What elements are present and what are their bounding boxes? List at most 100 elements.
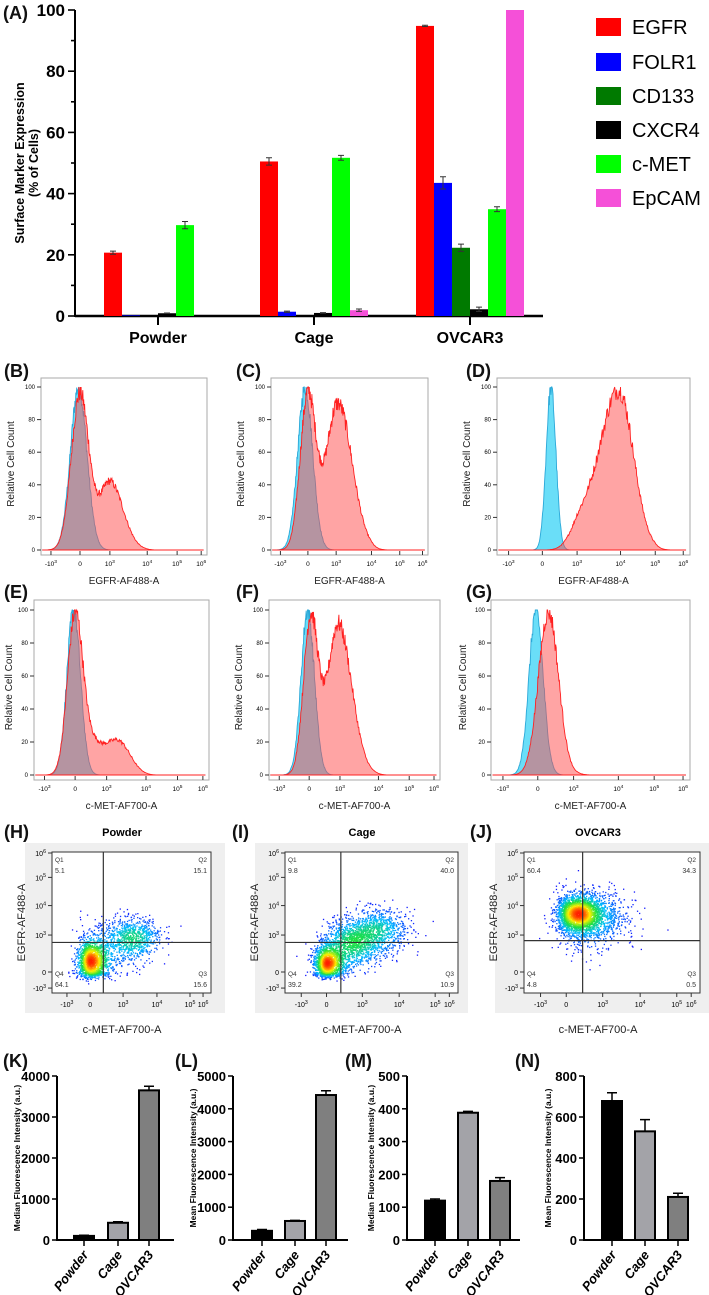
scatter-dot (343, 979, 345, 981)
scatter-dot (376, 920, 378, 923)
scatter-dot (81, 973, 83, 976)
scatter-dot (316, 946, 319, 948)
legend-swatch (596, 53, 621, 71)
y-tick-label: 80 (484, 418, 491, 424)
quadrant-name: Q3 (198, 971, 207, 978)
scatter-dot (362, 922, 364, 925)
scatter-dot (99, 970, 102, 973)
scatter-dot (149, 919, 151, 921)
scatter-dot (329, 923, 331, 925)
scatter-dot (69, 975, 71, 978)
scatter-dot (399, 938, 401, 940)
scatter-dot (140, 927, 142, 929)
scatter-dot (357, 964, 360, 966)
scatter-dot (124, 950, 126, 952)
tick-base: 10 (102, 786, 110, 793)
scatter-dot (386, 922, 388, 924)
scatter-dot (377, 929, 379, 931)
scatter-dot (112, 944, 114, 946)
scatter-dot (156, 944, 158, 947)
error-bar (458, 243, 464, 252)
scatter-dot (362, 920, 364, 922)
scatter-dot (363, 953, 365, 955)
scatter-dot (368, 931, 370, 933)
scatter-dot (95, 975, 97, 977)
scatter-dot (81, 925, 84, 927)
scatter-dot (81, 954, 83, 956)
scatter-dot (114, 934, 116, 936)
scatter-dot (114, 913, 117, 915)
scatter-dot (331, 944, 333, 946)
tick-exponent: 6 (205, 784, 208, 790)
scatter-dot (407, 943, 410, 945)
scatter-dot (361, 949, 363, 951)
x-tick-label: 103 (102, 784, 112, 793)
scatter-dot (151, 925, 153, 927)
scatter-dot (336, 973, 338, 975)
scatter-dot (123, 933, 125, 935)
scatter-dot (337, 940, 339, 942)
scatter-dot (382, 917, 384, 919)
scatter-dot (341, 978, 343, 980)
scatter-dot (130, 924, 133, 926)
scatter-dot (133, 930, 136, 932)
scatter-dot (351, 923, 354, 925)
scatter-dot (318, 954, 321, 956)
x-axis-title: c-MET-AF700-A (83, 1024, 163, 1036)
scatter-dot (106, 940, 108, 942)
scatter-dot (370, 937, 373, 939)
scatter-dot (127, 912, 130, 915)
scatter-dot (132, 952, 135, 954)
scatter-dot (150, 934, 153, 936)
scatter-dot (315, 974, 317, 976)
scatter-dot (138, 949, 140, 951)
x-tick-label: 104 (616, 559, 626, 568)
scatter-dot (343, 955, 345, 958)
x-tick-label: 0 (73, 786, 77, 793)
scatter-dot (127, 949, 130, 951)
scatter-dot (383, 934, 385, 936)
scatter-dot (392, 954, 395, 957)
scatter-dot (99, 970, 101, 972)
y-tick-label: 103 (35, 931, 46, 940)
scatter-dot (144, 962, 146, 964)
scatter-dot (74, 964, 76, 966)
scatter-dot (158, 936, 160, 939)
scatter-dot (139, 969, 141, 971)
scatter-dot (335, 920, 337, 922)
scatter-dot (79, 961, 81, 963)
scatter-dot (339, 971, 341, 973)
scatter-dot (130, 936, 132, 938)
scatter-dot (145, 938, 148, 940)
scatter-dot (326, 977, 328, 979)
scatter-dot (370, 922, 372, 924)
y-tick-label: 60 (484, 450, 491, 456)
scatter-dot (312, 963, 314, 966)
scatter-dot (367, 902, 369, 904)
tick-exponent: 6 (436, 784, 439, 790)
scatter-dot (391, 937, 393, 939)
scatter-dot (95, 964, 97, 966)
scatter-dot (154, 932, 157, 934)
scatter-dot (319, 947, 321, 949)
scatter-dot (125, 948, 128, 950)
scatter-dot (136, 948, 138, 950)
scatter-dot (324, 974, 326, 977)
scatter-dot (80, 957, 83, 960)
scatter-dot (92, 933, 94, 935)
scatter-dot (117, 931, 119, 933)
scatter-dot (347, 959, 349, 961)
scatter-dot (392, 927, 394, 929)
scatter-dot (377, 910, 379, 912)
scatter-dot (340, 968, 343, 970)
scatter-dot (338, 926, 341, 929)
scatter-dot (400, 938, 402, 940)
scatter-dot (109, 943, 111, 945)
scatter-dot (315, 969, 317, 972)
scatter-dot (75, 955, 77, 957)
scatter-dot (118, 951, 120, 953)
scatter-dot (87, 966, 89, 968)
scatter-dot (376, 940, 378, 942)
y-tick-label: 60 (21, 674, 28, 680)
scatter-dot (86, 978, 89, 980)
